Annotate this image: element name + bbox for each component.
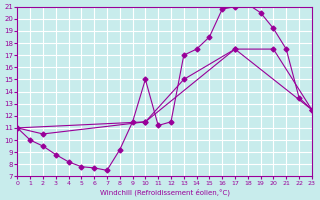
X-axis label: Windchill (Refroidissement éolien,°C): Windchill (Refroidissement éolien,°C) bbox=[100, 188, 229, 196]
